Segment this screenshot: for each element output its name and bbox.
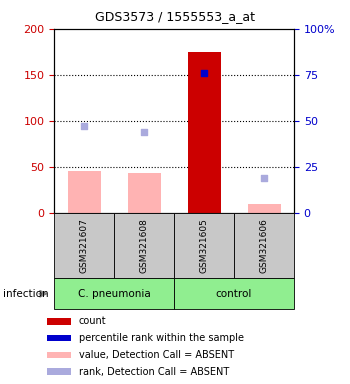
Text: control: control xyxy=(216,289,252,299)
Bar xyxy=(188,52,220,213)
Point xyxy=(141,129,147,135)
Point xyxy=(82,123,87,129)
Point xyxy=(261,175,267,181)
Bar xyxy=(47,335,71,341)
Bar xyxy=(47,318,71,325)
Text: C. pneumonia: C. pneumonia xyxy=(78,289,150,299)
Bar xyxy=(54,278,174,309)
Text: GSM321608: GSM321608 xyxy=(140,218,149,273)
Bar xyxy=(47,352,71,358)
Bar xyxy=(234,213,294,278)
Bar xyxy=(174,213,234,278)
Bar xyxy=(174,278,294,309)
Text: infection: infection xyxy=(4,289,49,299)
Bar xyxy=(128,172,161,213)
Bar xyxy=(54,213,114,278)
Text: percentile rank within the sample: percentile rank within the sample xyxy=(79,333,244,343)
Bar xyxy=(114,213,174,278)
Text: value, Detection Call = ABSENT: value, Detection Call = ABSENT xyxy=(79,350,234,360)
Bar xyxy=(68,171,101,213)
Text: GSM321605: GSM321605 xyxy=(199,218,209,273)
Text: GSM321607: GSM321607 xyxy=(80,218,89,273)
Bar xyxy=(247,204,280,213)
Bar xyxy=(47,368,71,375)
Point xyxy=(201,70,207,76)
Text: GSM321606: GSM321606 xyxy=(260,218,268,273)
Text: rank, Detection Call = ABSENT: rank, Detection Call = ABSENT xyxy=(79,367,229,377)
Text: GDS3573 / 1555553_a_at: GDS3573 / 1555553_a_at xyxy=(95,10,255,23)
Text: count: count xyxy=(79,316,106,326)
